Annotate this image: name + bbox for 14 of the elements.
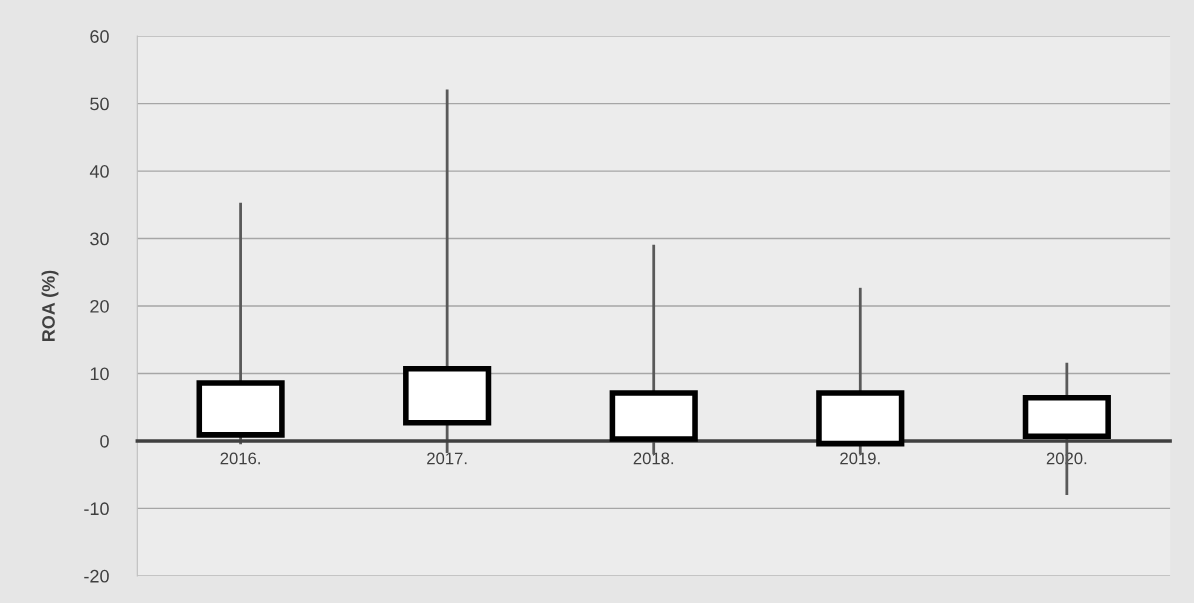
y-tick-label: 30 xyxy=(90,232,109,246)
y-tick-label: 40 xyxy=(89,165,109,178)
x-tick-label: 2019. xyxy=(840,452,880,465)
y-tick-label: 10 xyxy=(90,367,109,381)
y-tick-label: -10 xyxy=(84,502,109,516)
x-tick-label: 2016. xyxy=(220,452,260,465)
y-tick-label: 20 xyxy=(90,299,109,313)
y-tick-label: 0 xyxy=(100,434,109,448)
y-tick-label: 60 xyxy=(90,30,109,43)
y-tick-label: 50 xyxy=(90,97,109,111)
y-axis-title: ROA (%) xyxy=(41,270,59,342)
x-tick-label: 2017. xyxy=(427,452,467,465)
x-tick-label: 2018. xyxy=(633,452,674,465)
y-tick-label: -20 xyxy=(84,569,109,583)
